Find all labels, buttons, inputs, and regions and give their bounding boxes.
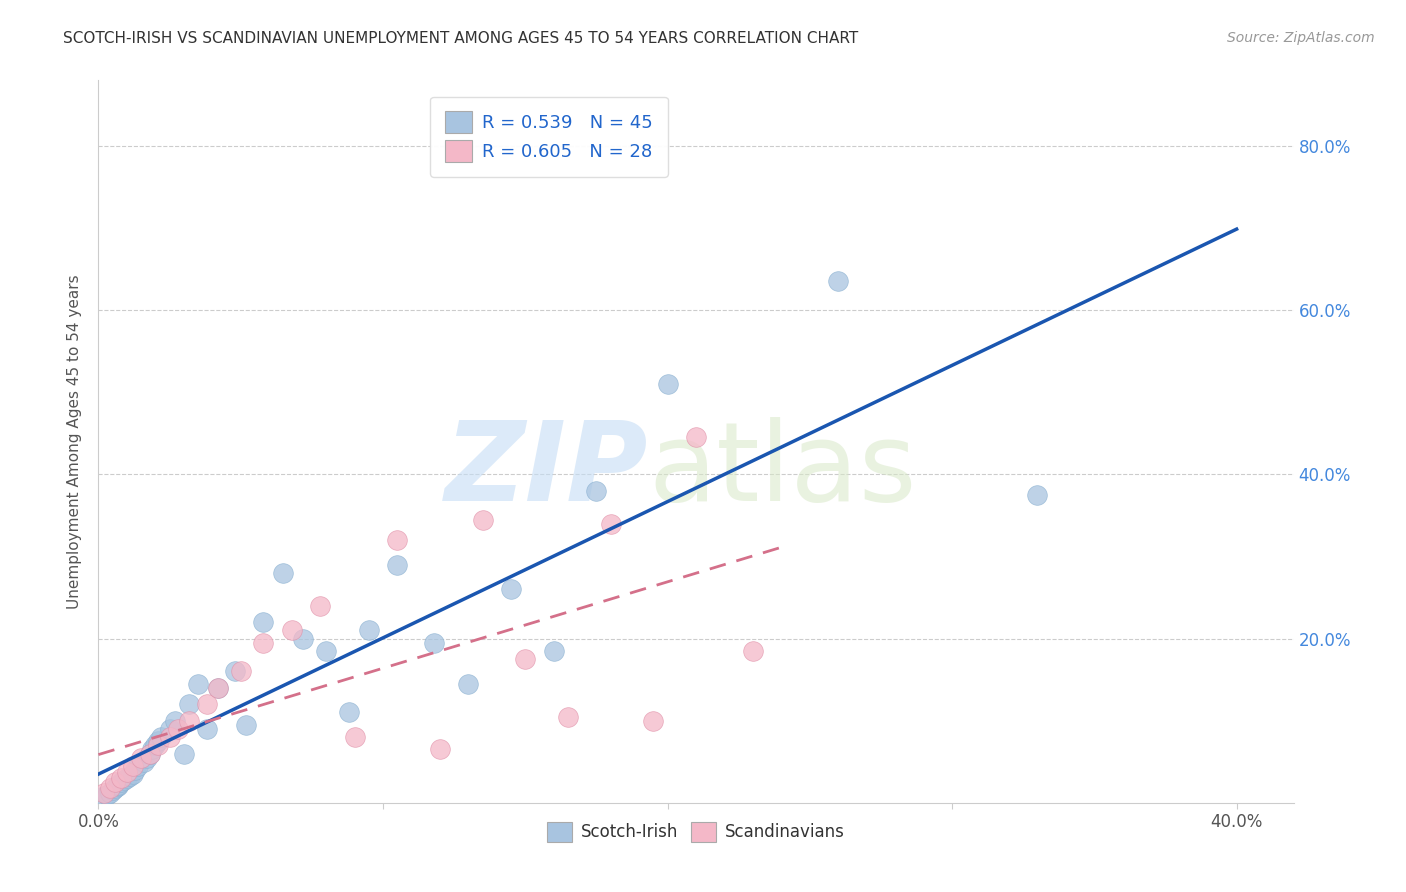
Text: SCOTCH-IRISH VS SCANDINAVIAN UNEMPLOYMENT AMONG AGES 45 TO 54 YEARS CORRELATION : SCOTCH-IRISH VS SCANDINAVIAN UNEMPLOYMEN… — [63, 31, 859, 46]
Text: atlas: atlas — [648, 417, 917, 524]
Legend: Scotch-Irish, Scandinavians: Scotch-Irish, Scandinavians — [541, 815, 851, 848]
Point — [515, 652, 537, 666]
Point — [121, 759, 143, 773]
Point — [179, 714, 201, 728]
Point — [107, 780, 129, 794]
Point — [195, 698, 218, 712]
Point — [96, 788, 118, 802]
Point — [93, 786, 115, 800]
Point — [98, 780, 121, 795]
Point — [235, 718, 257, 732]
Y-axis label: Unemployment Among Ages 45 to 54 years: Unemployment Among Ages 45 to 54 years — [67, 274, 83, 609]
Point — [132, 755, 155, 769]
Point — [138, 747, 160, 761]
Point — [599, 516, 621, 531]
Point — [110, 771, 132, 785]
Point — [207, 681, 229, 695]
Point — [110, 775, 132, 789]
Point — [135, 750, 157, 764]
Point — [224, 665, 246, 679]
Point — [115, 771, 138, 785]
Point — [315, 644, 337, 658]
Point — [167, 722, 190, 736]
Point — [309, 599, 332, 613]
Point — [121, 767, 143, 781]
Point — [423, 636, 446, 650]
Point — [148, 734, 170, 748]
Point — [165, 714, 187, 728]
Point — [252, 636, 274, 650]
Point — [173, 747, 195, 761]
Point — [129, 750, 152, 764]
Point — [112, 772, 135, 787]
Point — [93, 789, 115, 804]
Point — [104, 775, 127, 789]
Text: Source: ZipAtlas.com: Source: ZipAtlas.com — [1227, 31, 1375, 45]
Point — [124, 763, 146, 777]
Point — [385, 558, 409, 572]
Point — [138, 747, 160, 761]
Point — [337, 706, 360, 720]
Point — [143, 739, 166, 753]
Point — [179, 698, 201, 712]
Point — [827, 275, 849, 289]
Point — [543, 644, 565, 658]
Point — [229, 665, 252, 679]
Point — [148, 739, 170, 753]
Point — [207, 681, 229, 695]
Point — [343, 730, 366, 744]
Point — [1026, 488, 1049, 502]
Point — [141, 742, 163, 756]
Point — [101, 783, 124, 797]
Point — [187, 677, 209, 691]
Point — [557, 709, 579, 723]
Point — [385, 533, 409, 547]
Point — [159, 730, 181, 744]
Point — [585, 483, 607, 498]
Point — [457, 677, 479, 691]
Point — [273, 566, 295, 580]
Point — [357, 624, 380, 638]
Point — [292, 632, 315, 646]
Text: ZIP: ZIP — [444, 417, 648, 524]
Point — [118, 769, 141, 783]
Point — [127, 759, 149, 773]
Point — [107, 778, 129, 792]
Point — [115, 764, 138, 779]
Point — [741, 644, 763, 658]
Point — [281, 624, 304, 638]
Point — [499, 582, 522, 597]
Point — [195, 722, 218, 736]
Point — [252, 615, 274, 630]
Point — [104, 780, 127, 795]
Point — [471, 512, 494, 526]
Point — [657, 377, 679, 392]
Point — [643, 714, 665, 728]
Point — [150, 730, 173, 744]
Point — [98, 786, 121, 800]
Point — [685, 430, 707, 444]
Point — [159, 722, 181, 736]
Point — [429, 742, 451, 756]
